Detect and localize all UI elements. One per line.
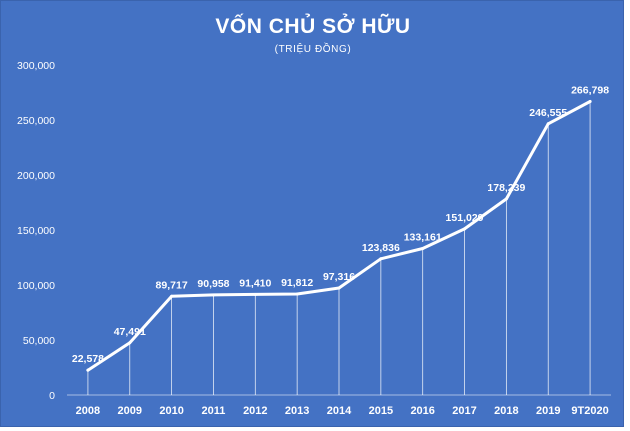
data-label: 91,812 [281,277,313,289]
data-label: 97,316 [323,271,355,283]
data-label: 123,836 [362,242,400,254]
x-tick-label: 2015 [369,405,393,417]
x-tick-label: 2009 [118,405,142,417]
y-tick-label: 250,000 [17,115,55,127]
data-point [379,257,383,261]
x-tick-label: 2008 [76,405,100,417]
data-point [253,292,257,296]
data-label: 133,161 [404,232,442,244]
data-point [86,368,90,372]
x-tick-label: 9T2020 [571,405,608,417]
data-label: 246,555 [529,107,567,119]
x-tick-label: 2018 [494,405,518,417]
data-label: 91,410 [239,277,271,289]
x-tick-label: 2012 [243,405,267,417]
data-label: 266,798 [571,85,609,97]
data-point [337,286,341,290]
x-tick-label: 2016 [410,405,434,417]
data-point [588,100,592,104]
data-point [546,122,550,126]
chart-title: VỐN CHỦ SỞ HỮU [215,15,411,38]
data-label: 178,239 [487,182,525,194]
data-point [504,197,508,201]
x-tick-label: 2017 [452,405,476,417]
y-tick-label: 150,000 [17,225,55,237]
data-label: 151,029 [446,212,484,224]
x-tick-label: 2010 [159,405,183,417]
data-point [421,247,425,251]
data-point [170,294,174,298]
y-tick-label: 100,000 [17,280,55,292]
y-tick-label: 0 [49,390,55,402]
data-point [211,293,215,297]
data-label: 90,958 [197,278,229,290]
y-tick-label: 200,000 [17,170,55,182]
data-point [463,227,467,231]
y-tick-label: 300,000 [17,60,55,72]
x-tick-label: 2013 [285,405,309,417]
data-label: 89,717 [156,279,188,291]
data-point [295,292,299,296]
data-label: 47,491 [114,326,146,338]
x-tick-label: 2014 [327,405,352,417]
x-tick-label: 2019 [536,405,560,417]
chart-subtitle: (TRIỆU ĐỒNG) [274,44,352,55]
data-label: 22,578 [72,353,104,365]
data-point [128,341,132,345]
y-tick-label: 50,000 [23,335,55,347]
x-tick-label: 2011 [202,405,226,417]
